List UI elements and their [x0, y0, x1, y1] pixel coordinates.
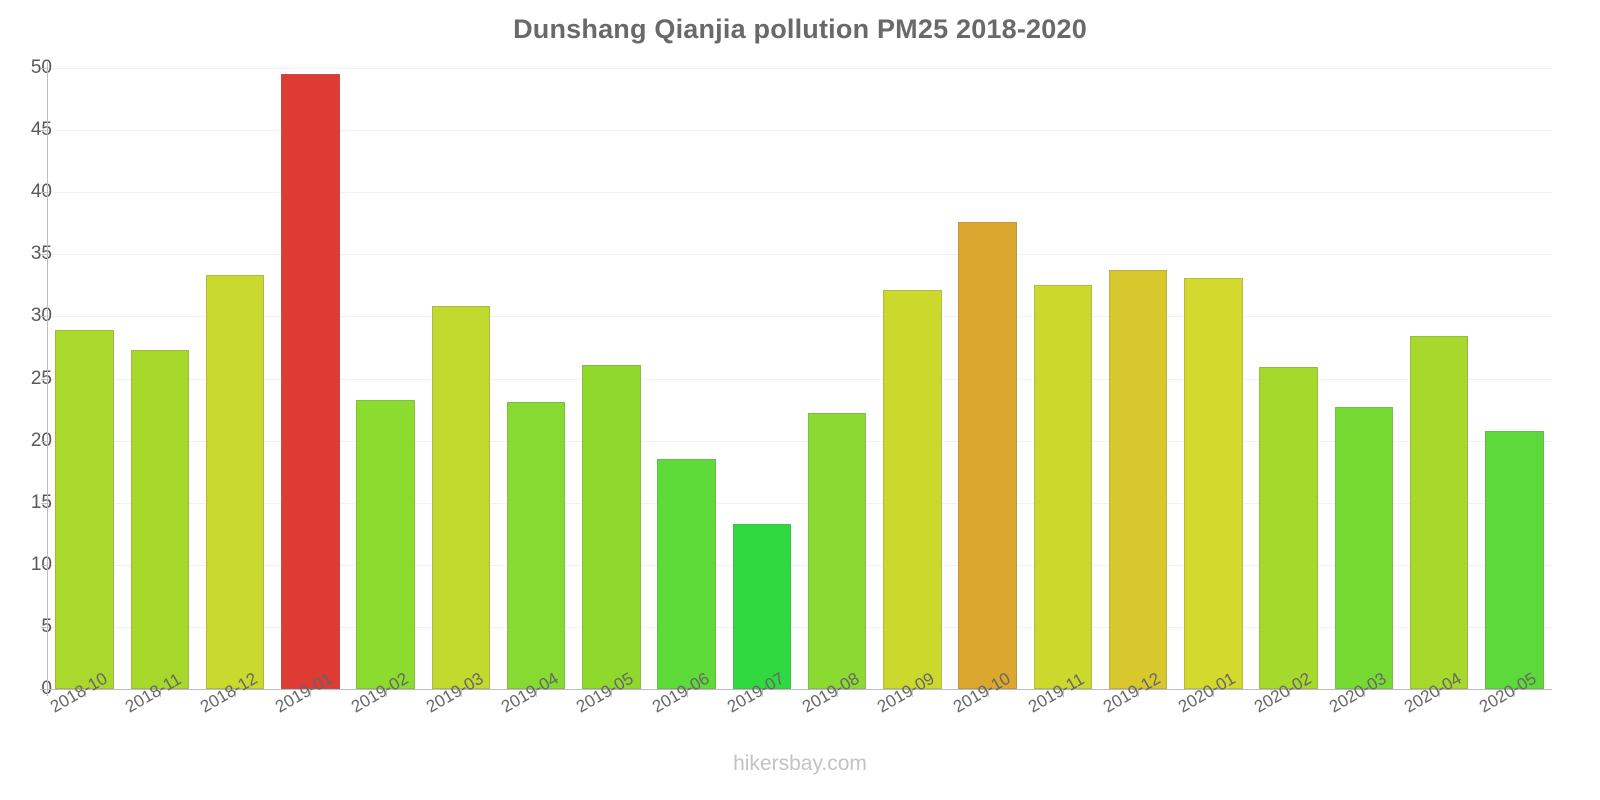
x-axis-tick-mark [310, 690, 312, 697]
x-axis-tick-mark [235, 690, 237, 697]
x-axis-tick-mark [912, 690, 914, 697]
x-axis-tick-mark [1439, 690, 1441, 697]
gridline [47, 68, 1552, 69]
gridline [47, 626, 1552, 628]
x-axis-tick-mark [460, 690, 462, 697]
y-axis-tick-mark [41, 440, 48, 442]
y-axis-tick-mark [41, 316, 48, 318]
gridline [47, 440, 1552, 442]
bar[interactable] [1409, 336, 1469, 689]
gridline [47, 564, 1552, 566]
y-axis-tick-label: 15 [30, 491, 52, 513]
gridline [47, 254, 1552, 256]
bar[interactable] [1259, 367, 1318, 689]
x-axis-tick-mark [987, 690, 989, 697]
bar[interactable] [55, 330, 114, 689]
y-axis-tick-mark [41, 502, 48, 504]
gridline [47, 378, 1552, 380]
x-axis-tick-mark [837, 690, 839, 697]
bars-container [47, 68, 1552, 689]
y-axis-tick-label: 45 [30, 119, 52, 141]
x-axis-tick-mark [686, 690, 688, 697]
y-axis-tick-mark [41, 254, 48, 256]
y-axis-tick-label: 35 [30, 243, 52, 265]
x-axis-tick-mark [1138, 690, 1140, 697]
bar[interactable] [1108, 270, 1168, 689]
x-axis-tick-mark [84, 690, 86, 697]
gridline [47, 130, 1552, 132]
bar[interactable] [582, 364, 641, 689]
y-axis-tick-label: 10 [30, 553, 52, 575]
bar[interactable] [431, 306, 491, 689]
gridline [47, 192, 1552, 194]
x-axis-line [40, 689, 1552, 690]
y-axis-tick-mark [41, 626, 48, 628]
bar[interactable] [356, 399, 415, 689]
x-axis-tick-mark [1363, 690, 1365, 697]
y-axis-tick-label: 20 [30, 429, 52, 451]
x-axis-tick-mark [536, 690, 538, 697]
x-axis-tick-mark [1213, 690, 1215, 697]
y-axis-line [47, 62, 48, 696]
gridline [47, 316, 1552, 318]
y-axis-tick-label: 0 [12, 678, 52, 700]
bar[interactable] [281, 74, 340, 689]
bar[interactable] [1334, 407, 1394, 689]
gridlines [47, 68, 1552, 689]
y-axis-tick-mark [41, 378, 48, 380]
y-axis-tick-mark [41, 68, 48, 69]
x-axis-tick-mark [1514, 690, 1516, 697]
bar[interactable] [657, 459, 716, 689]
x-axis-tick-mark [1062, 690, 1064, 697]
x-axis-tick-mark [611, 690, 613, 697]
bar[interactable] [1033, 285, 1093, 689]
y-axis-tick-mark [41, 564, 48, 566]
bar[interactable] [807, 413, 867, 689]
footer-credit: hikersbay.com [733, 752, 867, 775]
gridline [47, 502, 1552, 504]
bar[interactable] [1485, 430, 1544, 689]
bar[interactable] [205, 275, 265, 689]
bar[interactable] [1184, 277, 1243, 689]
y-axis-tick-label: 30 [30, 305, 52, 327]
x-axis-tick-mark [761, 690, 763, 697]
y-axis-tick-mark [41, 192, 48, 194]
bar[interactable] [506, 402, 566, 689]
y-axis-tick-label: 40 [30, 181, 52, 203]
x-axis-tick-mark [385, 690, 387, 697]
bar[interactable] [883, 290, 942, 689]
x-axis-tick-mark [1288, 690, 1290, 697]
y-axis-tick-mark [41, 130, 48, 132]
chart-title: Dunshang Qianjia pollution PM25 2018-202… [513, 14, 1087, 44]
bar[interactable] [130, 349, 190, 689]
bar[interactable] [732, 523, 792, 689]
y-axis-tick-label: 25 [30, 367, 52, 389]
y-axis-tick-label: 50 [30, 57, 52, 78]
x-axis-tick-mark [159, 690, 161, 697]
y-axis-tick-label: 5 [12, 616, 52, 638]
bar[interactable] [958, 222, 1017, 689]
